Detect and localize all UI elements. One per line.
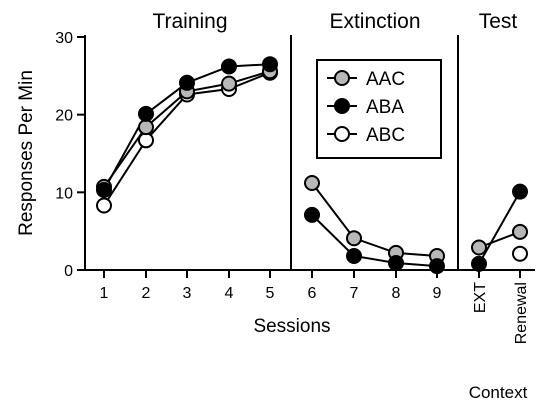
data-point-aac — [512, 223, 528, 240]
x-tick-label: 2 — [142, 285, 151, 302]
data-point-aba — [262, 56, 278, 73]
context-label: Context — [469, 383, 528, 402]
data-point-abc — [96, 197, 112, 214]
data-point-aba — [179, 74, 195, 91]
phase-label-test: Test — [479, 10, 518, 33]
data-point-aba — [96, 182, 112, 198]
x-tick-label: 6 — [308, 285, 317, 302]
x-tick-label: 1 — [100, 285, 109, 302]
x-tick-label: 7 — [350, 285, 359, 302]
series-line-aac — [311, 182, 438, 257]
legend-marker-aba — [334, 98, 350, 114]
x-tick-label: 8 — [392, 285, 401, 302]
data-point-aba — [221, 58, 237, 75]
legend-label-abc: ABC — [366, 125, 405, 146]
data-point-aba — [429, 258, 445, 275]
x-tick-label: Renewal — [513, 282, 530, 344]
x-axis-label: Sessions — [253, 316, 330, 337]
legend-label-aba: ABA — [366, 97, 404, 118]
data-point-aba — [304, 206, 320, 223]
data-point-aac — [346, 230, 362, 247]
phase-label-extinction: Extinction — [329, 10, 420, 33]
x-tick-label: 9 — [433, 285, 442, 302]
data-point-abc — [512, 245, 528, 262]
axes: 0 10 20 30 1 2 3 4 5 6 7 8 9 EXT Renewal — [55, 30, 535, 344]
y-tick-label: 10 — [55, 185, 73, 202]
x-tick-label: 5 — [266, 285, 275, 302]
phase-label-training: Training — [152, 10, 227, 33]
series-line-aba — [478, 191, 521, 265]
y-axis-label: Responses Per Min — [16, 70, 37, 236]
x-tick-label: 3 — [183, 285, 192, 302]
data-point-aba — [346, 248, 362, 264]
data-point-abc — [138, 132, 154, 149]
series-markers — [96, 56, 528, 275]
data-point-aba — [471, 255, 487, 272]
x-tick-label: 4 — [225, 285, 234, 302]
data-point-aac — [138, 119, 154, 136]
legend-marker-aac — [334, 70, 350, 86]
data-point-aac — [221, 75, 237, 92]
legend: AAC ABA ABC — [316, 59, 442, 159]
series-line-aba — [311, 214, 438, 268]
legend-label-aac: AAC — [366, 69, 405, 90]
data-point-aac — [471, 239, 487, 256]
y-tick-label: 20 — [55, 108, 73, 125]
legend-marker-abc — [334, 126, 350, 142]
y-tick-label: 0 — [64, 263, 73, 280]
data-point-aac — [304, 175, 320, 191]
data-point-aba — [512, 183, 528, 200]
data-point-aba — [138, 105, 154, 122]
y-tick-label: 30 — [55, 30, 73, 47]
x-tick-label: EXT — [472, 282, 489, 313]
data-point-aba — [388, 255, 404, 271]
